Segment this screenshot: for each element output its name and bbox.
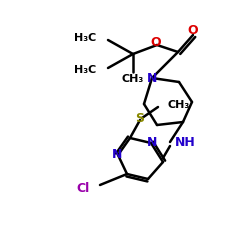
- Text: CH₃: CH₃: [122, 74, 144, 84]
- Text: O: O: [188, 24, 198, 38]
- Text: NH: NH: [175, 136, 196, 149]
- Text: N: N: [112, 148, 122, 162]
- Text: N: N: [147, 72, 157, 85]
- Text: S: S: [136, 112, 144, 124]
- Text: O: O: [151, 36, 161, 50]
- Text: H₃C: H₃C: [74, 65, 96, 75]
- Text: CH₃: CH₃: [168, 100, 190, 110]
- Text: H₃C: H₃C: [74, 33, 96, 43]
- Text: Cl: Cl: [77, 182, 90, 196]
- Text: N: N: [147, 136, 157, 149]
